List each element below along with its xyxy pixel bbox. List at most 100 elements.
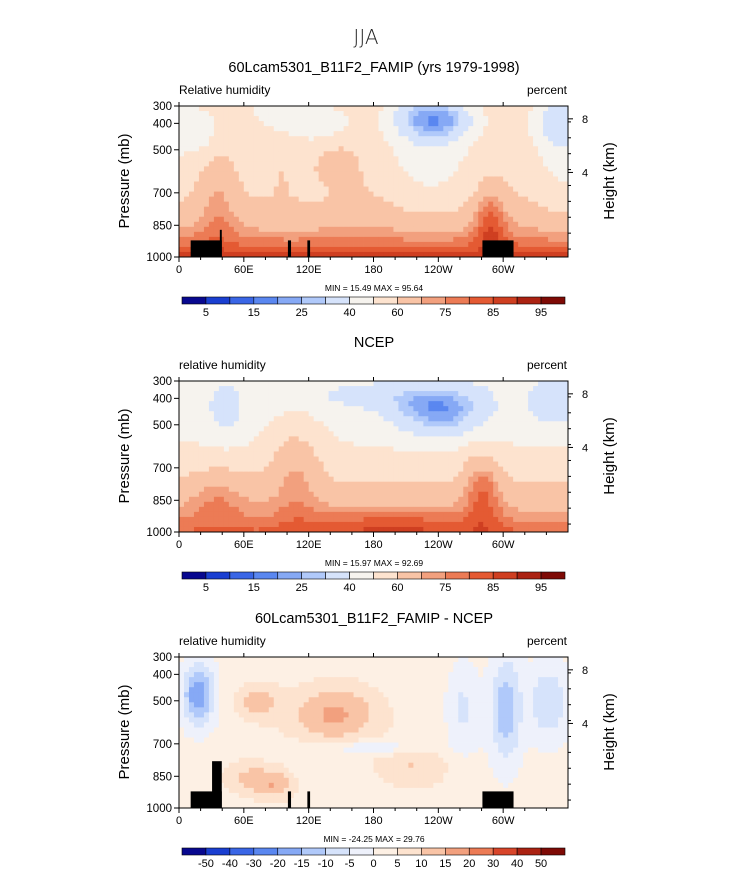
field-cell xyxy=(538,496,544,503)
field-cell xyxy=(563,381,569,387)
field-cell xyxy=(423,191,429,197)
field-cell xyxy=(413,136,419,142)
field-cell xyxy=(428,511,434,518)
field-cell xyxy=(323,496,330,503)
field-cell xyxy=(463,501,469,508)
field-cell xyxy=(203,191,210,197)
field-cell xyxy=(413,236,419,243)
field-cell xyxy=(538,196,544,203)
field-cell xyxy=(213,111,220,117)
field-cell xyxy=(428,506,434,513)
field-cell xyxy=(393,236,399,243)
field-cell xyxy=(233,426,240,432)
field-cell xyxy=(179,777,185,784)
field-cell xyxy=(179,116,185,122)
field-cell xyxy=(188,782,195,789)
field-cell xyxy=(503,106,509,112)
field-cell xyxy=(253,216,260,223)
field-cell xyxy=(483,431,489,437)
field-cell xyxy=(363,216,369,223)
field-cell xyxy=(543,496,549,503)
field-cell xyxy=(408,426,414,432)
field-cell xyxy=(423,226,429,233)
field-cell xyxy=(548,166,554,172)
field-cell xyxy=(203,231,210,238)
field-cell xyxy=(318,381,325,387)
field-cell xyxy=(179,121,185,127)
field-cell xyxy=(358,171,364,177)
field-cell xyxy=(428,501,434,508)
field-cell xyxy=(513,141,519,147)
field-cell xyxy=(318,211,325,218)
field-cell xyxy=(418,116,424,122)
field-cell xyxy=(398,126,404,132)
field-cell xyxy=(408,106,414,112)
field-cell xyxy=(553,421,559,427)
field-cell xyxy=(488,191,494,197)
field-cell xyxy=(179,426,185,432)
field-cell xyxy=(183,466,190,472)
field-cell xyxy=(538,116,544,122)
field-cell xyxy=(228,421,235,427)
field-cell xyxy=(378,106,384,112)
field-cell xyxy=(493,151,499,157)
field-cell xyxy=(558,201,564,208)
field-cell xyxy=(283,116,290,122)
field-cell xyxy=(353,476,359,483)
field-cell xyxy=(448,186,454,192)
field-cell xyxy=(438,181,444,187)
field-cell xyxy=(548,106,554,112)
field-cell xyxy=(373,126,379,132)
field-cell xyxy=(343,116,349,122)
field-cell xyxy=(293,526,300,533)
field-cell xyxy=(388,176,394,182)
field-cell xyxy=(278,236,285,243)
field-cell xyxy=(563,401,569,407)
field-cell xyxy=(298,406,305,412)
field-cell xyxy=(393,111,399,117)
field-cell xyxy=(179,682,185,688)
field-cell xyxy=(188,687,195,693)
field-cell xyxy=(333,506,339,513)
field-cell xyxy=(193,136,200,142)
field-cell xyxy=(463,441,469,447)
field-cell xyxy=(498,526,504,533)
field-cell xyxy=(308,176,315,182)
field-cell xyxy=(218,211,225,218)
field-cell xyxy=(278,526,285,533)
field-cell xyxy=(558,436,564,442)
field-cell xyxy=(443,491,449,498)
field-cell xyxy=(368,226,374,233)
field-cell xyxy=(528,136,534,142)
field-cell xyxy=(498,471,504,478)
field-cell xyxy=(543,126,549,132)
field-cell xyxy=(448,196,454,203)
field-cell xyxy=(398,451,404,457)
field-cell xyxy=(463,226,469,233)
field-cell xyxy=(453,226,459,233)
field-cell xyxy=(313,106,320,112)
field-cell xyxy=(179,787,185,794)
field-cell xyxy=(433,231,439,238)
field-cell xyxy=(513,431,519,437)
field-cell xyxy=(288,231,295,238)
field-cell xyxy=(373,226,379,233)
field-cell xyxy=(183,461,190,467)
field-cell xyxy=(343,416,349,422)
field-cell xyxy=(508,141,514,147)
field-cell xyxy=(463,436,469,442)
field-cell xyxy=(283,161,290,167)
field-cell xyxy=(418,176,424,182)
field-cell xyxy=(283,211,290,218)
field-cell xyxy=(543,191,549,197)
field-cell xyxy=(253,106,260,112)
field-cell xyxy=(433,186,439,192)
field-cell xyxy=(223,451,230,457)
field-cell xyxy=(333,456,339,462)
field-cell xyxy=(418,146,424,152)
field-cell xyxy=(323,511,330,518)
field-cell xyxy=(208,106,215,112)
field-cell xyxy=(478,506,484,513)
field-cell xyxy=(233,406,240,412)
field-cell xyxy=(238,246,245,253)
